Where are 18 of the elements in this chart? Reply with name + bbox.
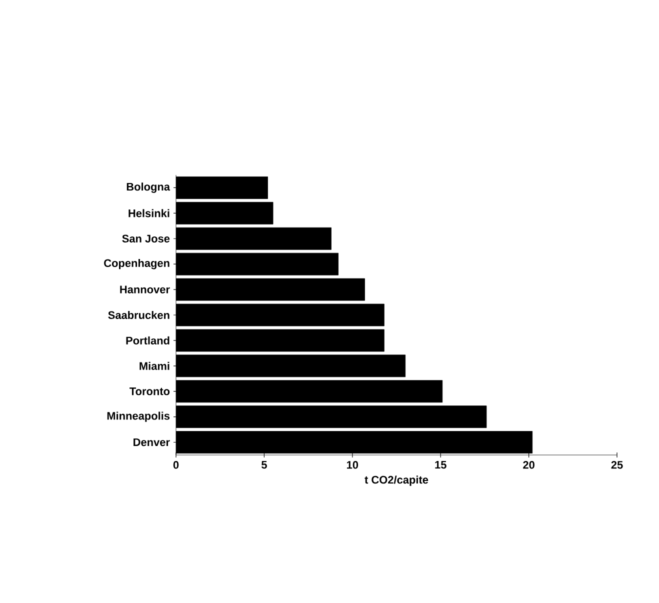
x-tick-label: 25	[611, 461, 623, 469]
y-tick-label: Toronto	[130, 388, 170, 396]
y-tick-label: Helsinki	[128, 209, 170, 218]
x-tick-label: 0	[173, 461, 179, 469]
x-axis-title: t CO2/capite	[364, 476, 428, 486]
x-tick-label: 20	[523, 461, 534, 469]
y-tick-label: Copenhagen	[104, 258, 170, 270]
x-tick-label: 5	[262, 461, 267, 469]
y-tick-label: Portland	[126, 336, 170, 344]
y-tick-label: Minneapolis	[107, 412, 170, 422]
x-tick-label: 15	[435, 461, 446, 469]
y-tick-label: Miami	[140, 362, 170, 370]
y-tick-label: Bologna	[126, 182, 170, 193]
y-tick-label: Hannover	[120, 286, 170, 294]
x-tick-label: 10	[347, 461, 358, 469]
y-tick-label: San Jose	[122, 234, 170, 243]
y-tick-label: Denver	[134, 438, 170, 446]
y-tick-label: Saabrucken	[108, 310, 170, 320]
